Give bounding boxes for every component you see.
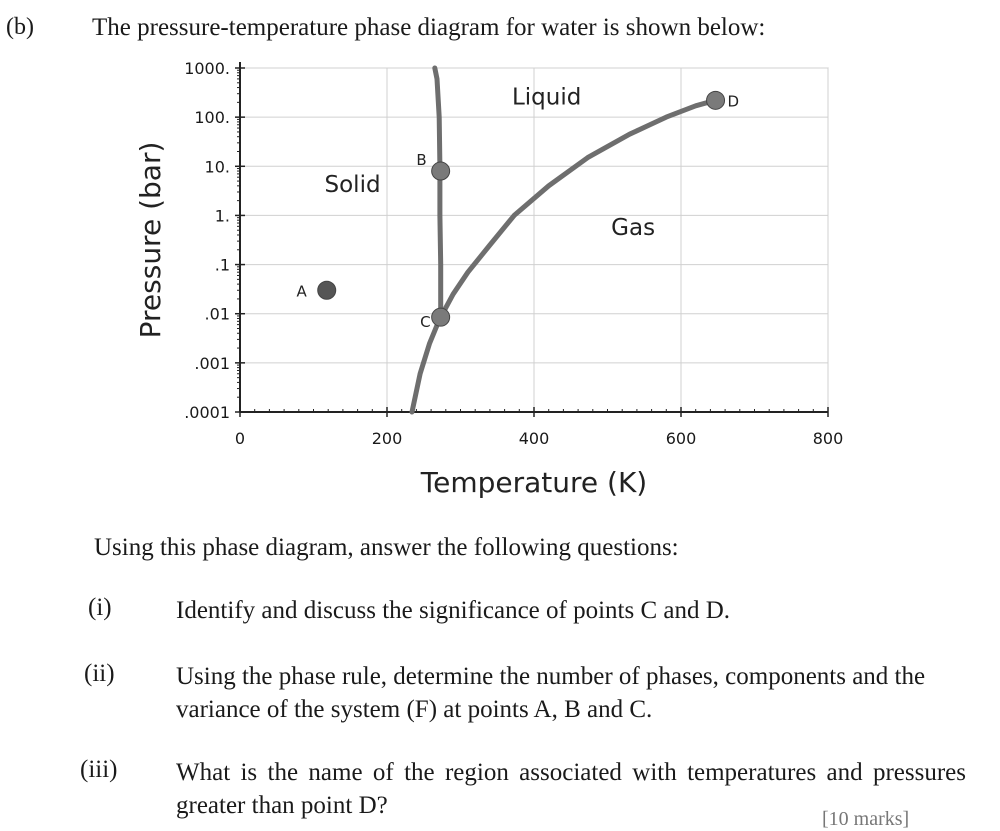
y-tick-label: 10. [205,157,230,176]
phase-boundary-line [438,97,718,320]
question-1-number: (i) [88,594,112,621]
point-c [431,307,451,327]
question-3-number: (iii) [80,756,118,783]
point-a [317,280,337,300]
question-3-text: What is the name of the region associate… [176,759,966,819]
y-axis-title: Pressure (bar) [134,142,167,339]
phase-diagram-chart: Pressure (bar) Temperature (K) 1000. 100.… [134,59,844,499]
x-tick-label: 200 [372,429,403,448]
y-tick-label: .1 [215,256,230,275]
point-label-b: B [416,151,426,169]
phase-boundary-line [432,65,444,320]
question-2-number: (ii) [84,660,115,687]
x-tick-label: 0 [235,429,245,448]
point-label-a: A [296,282,307,300]
region-label-liquid: Liquid [512,85,581,111]
y-tick-label: 1. [215,206,230,225]
part-label: (b) [6,14,34,40]
point-d [706,90,726,110]
region-label-solid: Solid [325,172,381,198]
point-b [431,161,451,181]
question-heading: The pressure-temperature phase diagram f… [92,14,766,41]
instructions-text: Using this phase diagram, answer the fol… [94,534,679,561]
y-tick-label: .001 [194,354,230,373]
x-tick-label: 600 [666,429,697,448]
y-tick-label: 100. [194,108,230,127]
point-label-c: C [420,313,430,331]
question-1-text: Identify and discuss the significance of… [176,597,731,624]
marks-label: [10 marks] [822,808,910,830]
question-2-text: Using the phase rule, determine the numb… [176,663,926,723]
x-tick-label: 400 [519,429,550,448]
point-label-d: D [728,92,740,110]
x-tick-label: 800 [813,429,844,448]
y-tick-label: .01 [205,305,230,324]
y-tick-label: .0001 [184,403,230,422]
region-label-gas: Gas [611,215,655,241]
phase-boundary-line [409,314,444,415]
x-axis-title: Temperature (K) [420,466,647,499]
y-tick-label: 1000. [184,59,230,78]
